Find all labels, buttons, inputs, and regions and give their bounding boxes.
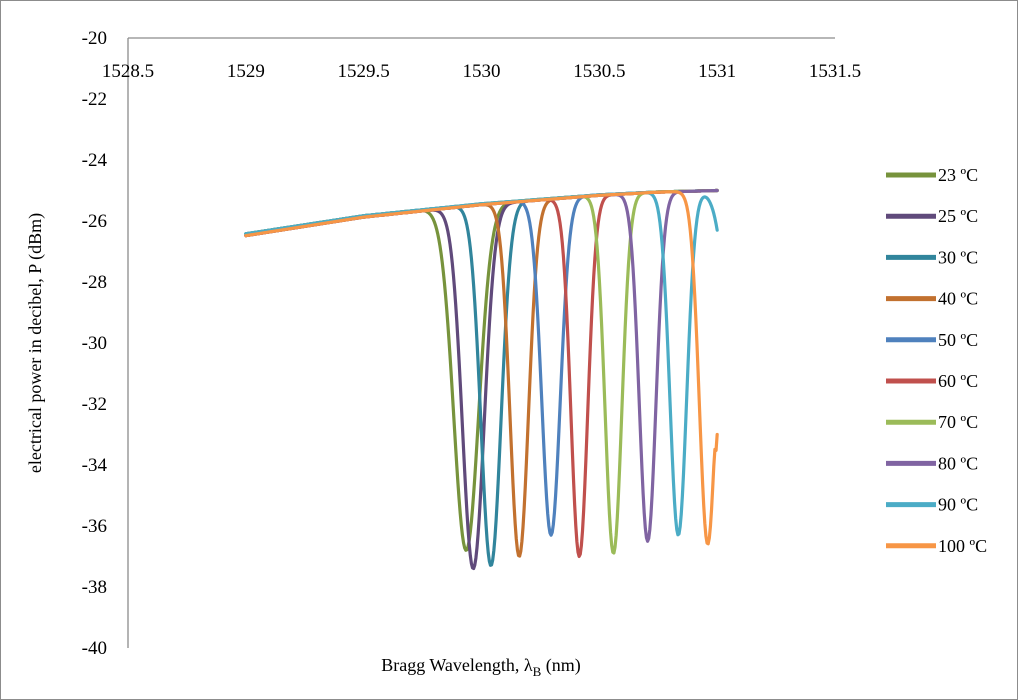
y-tick-label: -32 [82, 394, 107, 415]
legend-label: 60 ºC [938, 371, 978, 391]
y-tick-label: -30 [82, 333, 107, 354]
legend-label: 90 ºC [938, 495, 978, 515]
axes [127, 37, 835, 648]
x-tick-label: 1531.5 [809, 61, 861, 82]
legend-label: 40 ºC [938, 289, 978, 309]
y-tick-label: -36 [82, 516, 107, 537]
x-axis-title: Bragg Wavelength, λB (nm) [381, 655, 581, 679]
legend-label: 30 ºC [938, 247, 978, 267]
y-tick-label: -22 [82, 89, 107, 110]
legend-label: 100 ºC [938, 536, 987, 556]
x-tick-labels: 1528.5 1529 1529.5 1530 1530.5 1531 1531.5 [102, 61, 861, 82]
y-tick-label: -40 [82, 638, 107, 659]
y-tick-label: -20 [82, 28, 107, 49]
y-tick-label: -28 [82, 272, 107, 293]
x-tick-label: 1530.5 [573, 61, 625, 82]
y-tick-label: -38 [82, 577, 107, 598]
y-tick-label: -34 [82, 455, 108, 476]
legend-label: 50 ºC [938, 330, 978, 350]
x-tick-label: 1528.5 [102, 61, 154, 82]
x-tick-label: 1531 [698, 61, 736, 82]
series-line [244, 190, 719, 546]
x-tick-label: 1529.5 [338, 61, 390, 82]
legend-label: 25 ºC [938, 206, 978, 226]
legend-label: 23 ºC [938, 165, 978, 185]
y-tick-label: -26 [82, 211, 107, 232]
x-axis-title-unit: (nm) [541, 655, 581, 676]
x-axis-title-subscript: B [533, 664, 542, 679]
x-axis-title-main: Bragg Wavelength, λ [381, 655, 533, 675]
legend: 23 ºC 25 ºC 30 ºC 40 ºC 50 ºC 60 ºC 70 ºC 80 ºC… [886, 165, 987, 556]
y-axis-title: electrical power in decibel, P (dBm) [25, 213, 46, 473]
x-tick-label: 1529 [227, 61, 265, 82]
series-lines [244, 188, 719, 571]
y-tick-labels: -20 -22 -24 -26 -28 -30 -32 -34 -36 -38 -40 [82, 28, 108, 659]
legend-label: 80 ºC [938, 453, 978, 473]
x-tick-label: 1530 [463, 61, 501, 82]
legend-label: 70 ºC [938, 412, 978, 432]
y-tick-label: -24 [82, 150, 108, 171]
